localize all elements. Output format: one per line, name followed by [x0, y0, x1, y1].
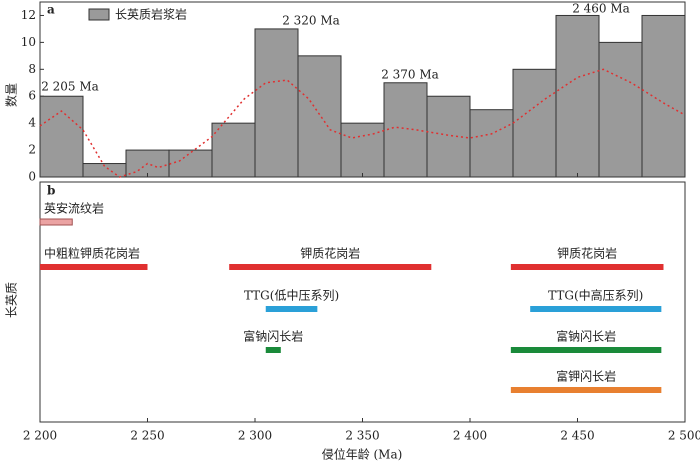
range-bar [39, 218, 73, 226]
bar [598, 41, 643, 178]
bar [641, 14, 686, 178]
bar [426, 95, 471, 178]
bar [340, 122, 385, 178]
range-label: TTG(低中压系列) [244, 288, 339, 303]
y-axis-title: 长英质 [5, 282, 19, 318]
legend-label: 长英质岩浆岩 [115, 7, 187, 22]
bar [168, 149, 213, 178]
x-tick-label: 2 300 [238, 429, 272, 443]
annotation: 2 205 Ma [41, 80, 99, 94]
y-tick-label: 2 [28, 143, 36, 157]
y-axis-title: 数量 [4, 83, 19, 107]
range-bar [510, 387, 662, 393]
bar [383, 82, 428, 178]
range-bar [265, 306, 318, 312]
range-label: 中粗粒钾质花岗岩 [44, 246, 140, 261]
bar [512, 68, 557, 178]
range-label: 钾质花岗岩 [557, 246, 617, 261]
bar [125, 149, 170, 178]
legend-swatch [88, 8, 110, 21]
bar [469, 109, 514, 178]
x-tick-label: 2 200 [23, 429, 57, 443]
range-bar [229, 264, 432, 270]
annotation: 2 320 Ma [282, 14, 340, 28]
bar [211, 122, 256, 178]
y-tick-label: 8 [28, 62, 36, 76]
range-bar [510, 264, 664, 270]
bar [254, 28, 299, 178]
panel-label: b [47, 184, 55, 198]
range-label: 富钠闪长岩 [556, 329, 616, 344]
bar [297, 55, 342, 178]
y-tick-label: 0 [28, 170, 36, 184]
range-label: 英安流纹岩 [44, 201, 104, 216]
y-tick-label: 10 [21, 35, 36, 49]
range-label: TTG(中高压系列) [548, 288, 643, 303]
panel-label: a [47, 3, 55, 17]
y-tick-label: 12 [21, 8, 36, 22]
x-tick-label: 2 500 [668, 429, 700, 443]
x-tick-label: 2 250 [130, 429, 164, 443]
x-tick-label: 2 450 [560, 429, 594, 443]
x-tick-label: 2 400 [453, 429, 487, 443]
range-bar [40, 264, 148, 270]
range-bar [265, 347, 281, 353]
density-curve [39, 68, 686, 178]
range-bar [510, 347, 662, 353]
range-label: 富钾闪长岩 [556, 369, 616, 384]
annotation: 2 370 Ma [381, 68, 439, 82]
range-label: 钾质花岗岩 [300, 246, 360, 261]
range-label: 富钠闪长岩 [243, 329, 303, 344]
bar [39, 95, 84, 178]
range-bar [530, 306, 662, 312]
x-axis-title: 侵位年龄 (Ma) [322, 447, 403, 462]
annotation: 2 460 Ma [572, 2, 630, 16]
bar [555, 14, 600, 178]
x-tick-label: 2 350 [345, 429, 379, 443]
y-tick-label: 4 [28, 116, 36, 130]
y-tick-label: 6 [28, 89, 36, 103]
